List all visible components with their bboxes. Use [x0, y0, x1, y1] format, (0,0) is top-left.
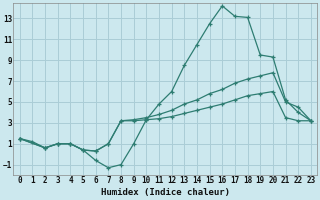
X-axis label: Humidex (Indice chaleur): Humidex (Indice chaleur) — [101, 188, 230, 197]
